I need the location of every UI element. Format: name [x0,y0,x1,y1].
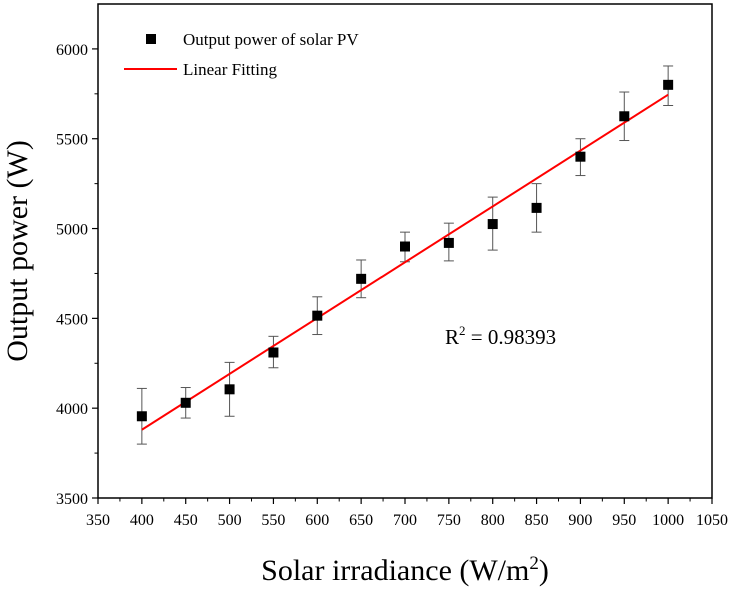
r-squared-annotation: R2 = 0.98393 [445,323,556,349]
x-tick-label: 500 [218,512,242,529]
x-tick-label: 450 [174,512,198,529]
x-tick-label: 950 [612,512,636,529]
data-markers [136,79,674,422]
legend-marker-square [146,34,156,44]
x-tick-label: 350 [86,512,110,529]
r-squared-base: R [445,325,459,349]
data-point [487,219,498,230]
y-tick-label: 5000 [56,222,88,239]
data-point [619,111,630,122]
x-tick-label: 1000 [652,512,684,529]
x-tick-label: 550 [261,512,285,529]
fit-line [141,93,669,431]
y-axis-title: Output power (W) [1,140,34,362]
data-point [268,347,279,358]
data-point [663,79,674,90]
y-tick-labels: 3500 4000 4500 5000 5500 6000 [56,42,88,508]
legend-label-fit: Linear Fitting [183,60,277,79]
data-point [400,241,410,252]
y-tick-label: 6000 [56,42,88,59]
x-tick-label: 700 [393,512,417,529]
data-point [136,411,147,422]
fit-line-group [141,93,669,431]
x-tick-label: 800 [481,512,505,529]
data-point [531,202,542,213]
x-tick-label: 850 [525,512,549,529]
x-tick-label: 750 [437,512,461,529]
y-tick-label: 5500 [56,132,88,149]
y-tick-label: 4500 [56,311,88,328]
x-axis-title: Solar irradiance (W/m2) [261,553,549,587]
x-tick-label: 1050 [696,512,728,529]
data-point [180,397,191,408]
axis-ticks [92,48,713,504]
legend-label-scatter: Output power of solar PV [183,30,359,49]
data-point [356,273,367,284]
y-tick-label: 3500 [56,491,88,508]
data-point [443,237,454,248]
x-tick-label: 650 [349,512,373,529]
data-point [224,384,235,395]
data-point [575,151,586,162]
r-squared-value: = 0.98393 [466,325,557,349]
data-point [312,310,323,321]
x-axis-title-main: Solar irradiance (W/m [261,554,529,587]
x-tick-labels: 350 400 450 500 550 600 650 700 750 800 850 900 950 1… [86,512,728,529]
x-tick-label: 900 [568,512,592,529]
legend: Output power of solar PV Linear Fitting [124,30,359,79]
x-axis-title-end: ) [539,554,549,587]
error-bars [136,65,674,445]
x-tick-label: 400 [130,512,154,529]
y-tick-label: 4000 [56,401,88,418]
x-axis-title-sup: 2 [529,553,539,574]
x-tick-label: 600 [305,512,329,529]
r-squared-sup: 2 [459,323,466,338]
